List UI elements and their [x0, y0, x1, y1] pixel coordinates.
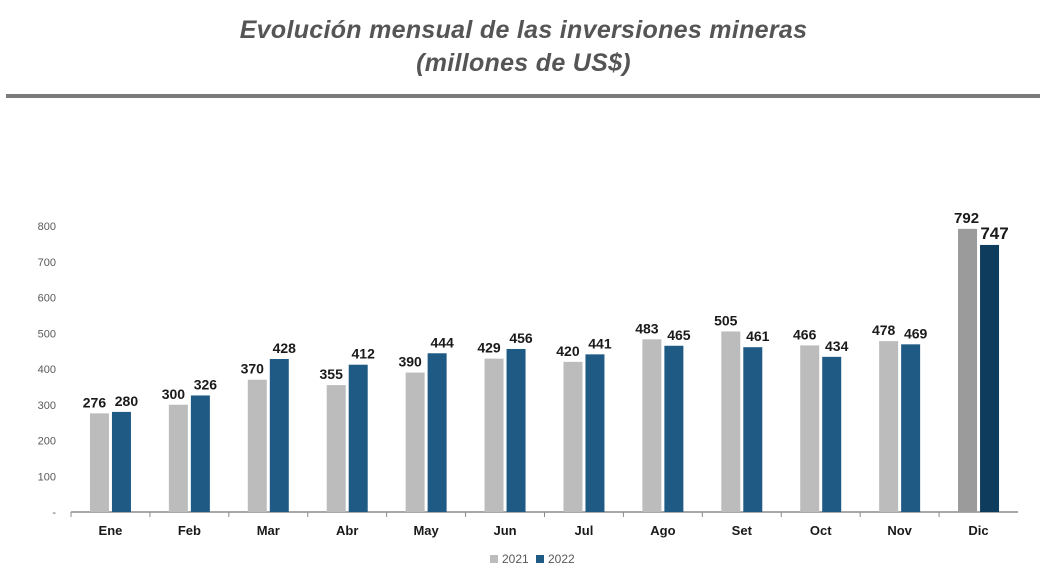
data-label: 429	[477, 340, 501, 356]
data-label: 483	[635, 320, 659, 336]
data-label: 792	[954, 210, 979, 227]
legend-label: 2022	[548, 552, 575, 566]
chart-title: Evolución mensual de las inversiones min…	[239, 16, 808, 44]
bar-2022-oct	[822, 356, 842, 512]
data-label: 434	[825, 338, 849, 354]
bar-2021-may	[405, 372, 425, 512]
x-tick-label: May	[413, 523, 439, 538]
data-label: 428	[273, 340, 297, 356]
legend-swatch-2021	[490, 555, 498, 563]
bar-2021-jun	[484, 358, 504, 512]
data-label: 478	[872, 322, 896, 338]
bar-2022-mar	[269, 358, 289, 512]
data-label: 390	[398, 354, 422, 370]
data-label: 456	[509, 330, 533, 346]
x-tick-label: Oct	[810, 523, 832, 538]
data-label: 280	[115, 393, 139, 409]
data-label: 300	[162, 386, 186, 402]
data-label: 276	[83, 394, 107, 410]
data-label: 355	[320, 366, 344, 382]
x-tick-label: Nov	[887, 523, 912, 538]
y-tick-label: 700	[38, 257, 56, 269]
bar-2022-may	[427, 353, 447, 512]
title-divider	[6, 94, 1040, 98]
x-tick-label: Dic	[968, 523, 988, 538]
legend-swatch-2022	[536, 555, 544, 563]
y-tick-label: 600	[38, 293, 56, 305]
bar-2021-ago	[642, 339, 662, 512]
y-tick-label: 300	[38, 400, 56, 412]
data-label: 444	[430, 334, 454, 350]
chart-subtitle: (millones de US$)	[416, 49, 631, 77]
bar-2022-feb	[190, 395, 210, 512]
bar-2021-abr	[326, 385, 346, 512]
x-tick-label: Mar	[257, 523, 280, 538]
x-tick-label: Jun	[493, 523, 516, 538]
bar-2021-mar	[247, 379, 267, 512]
y-tick-label: 100	[38, 471, 56, 483]
legend-label: 2021	[502, 552, 529, 566]
data-label: 412	[352, 346, 376, 362]
data-label: 747	[980, 224, 1008, 243]
bar-2021-set	[721, 331, 741, 512]
bar-2022-dic	[980, 244, 1000, 512]
bar-2022-abr	[348, 364, 368, 512]
bar-2022-jul	[585, 354, 605, 512]
bar-2022-ago	[664, 345, 684, 512]
bar-2022-set	[743, 347, 763, 512]
x-tick-label: Feb	[178, 523, 201, 538]
y-tick-label: 500	[38, 328, 56, 340]
bar-2022-nov	[901, 344, 921, 512]
chart-title-block: Evolución mensual de las inversiones min…	[0, 14, 1047, 80]
x-tick-label: Ene	[99, 523, 123, 538]
y-tick-label: -	[52, 507, 56, 519]
x-tick-label: Set	[732, 523, 753, 538]
bar-2021-jul	[563, 361, 583, 512]
bar-2021-nov	[879, 341, 899, 512]
bar-2022-ene	[111, 411, 131, 512]
x-tick-label: Abr	[336, 523, 358, 538]
y-tick-label: 800	[38, 221, 56, 233]
data-label: 461	[746, 328, 770, 344]
x-tick-label: Ago	[650, 523, 675, 538]
bar-2021-feb	[168, 404, 188, 512]
bar-2022-jun	[506, 348, 526, 512]
data-label: 441	[588, 335, 612, 351]
bar-2021-oct	[800, 345, 820, 512]
bar-2021-ene	[89, 413, 109, 512]
y-tick-label: 400	[38, 364, 56, 376]
x-tick-label: Jul	[575, 523, 594, 538]
data-label: 420	[556, 343, 580, 359]
data-label: 465	[667, 327, 691, 343]
data-label: 326	[194, 376, 218, 392]
data-label: 466	[793, 326, 817, 342]
bar-2021-dic	[958, 228, 978, 513]
data-label: 469	[904, 325, 928, 341]
data-label: 370	[241, 361, 265, 377]
y-tick-label: 200	[38, 436, 56, 448]
data-label: 505	[714, 312, 738, 328]
